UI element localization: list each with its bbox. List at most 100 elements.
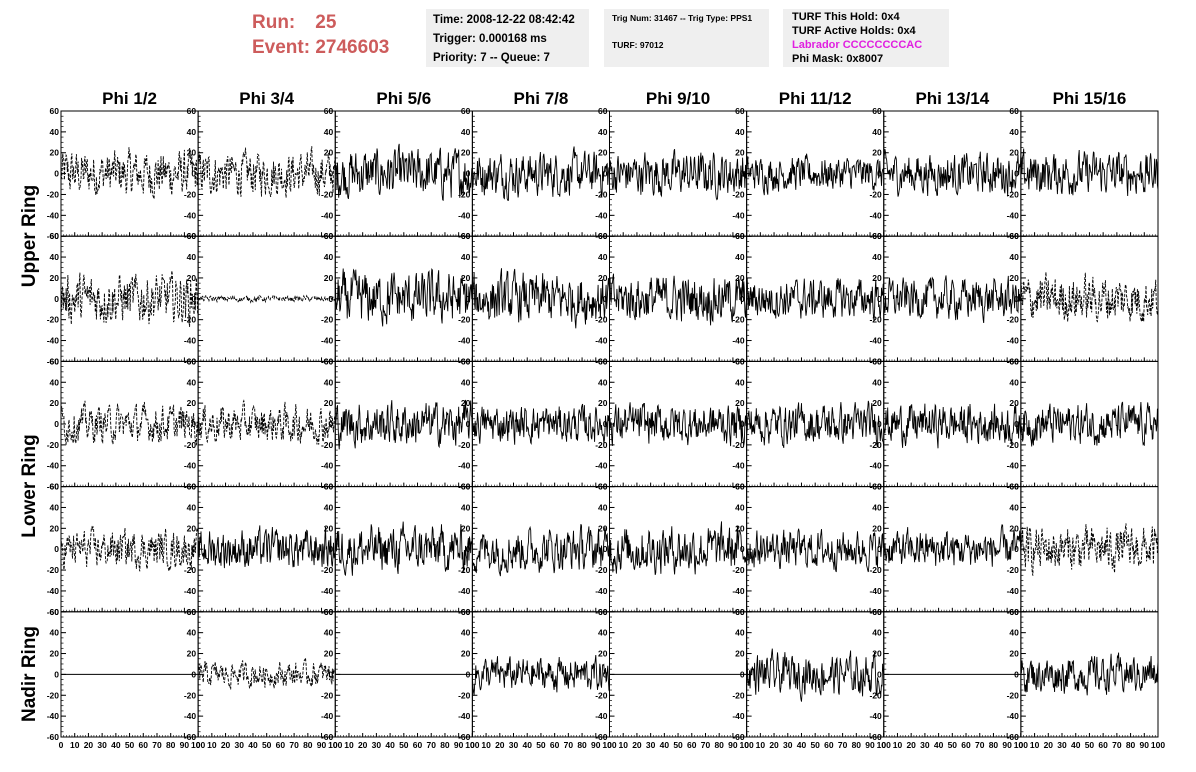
y-tick-label: 0 xyxy=(466,419,471,429)
x-tick-label: 0 xyxy=(744,740,749,750)
y-tick-label: 20 xyxy=(1009,273,1019,283)
priority-text: Priority: 7 -- Queue: 7 xyxy=(433,52,550,64)
y-tick-label: -20 xyxy=(1007,189,1020,199)
y-tick-label: 20 xyxy=(461,273,471,283)
y-tick-label: -40 xyxy=(1007,461,1020,471)
x-tick-label: 10 xyxy=(344,740,354,750)
x-tick-label: 70 xyxy=(838,740,848,750)
waveform-trace xyxy=(883,403,1022,449)
x-tick-label: 60 xyxy=(276,740,286,750)
x-tick-label: 50 xyxy=(1085,740,1095,750)
waveform-trace xyxy=(883,275,1022,324)
y-tick-label: -40 xyxy=(869,461,882,471)
y-tick-label: 20 xyxy=(735,523,745,533)
x-tick-label: 100 xyxy=(465,740,479,750)
y-tick-label: 0 xyxy=(877,419,882,429)
x-tick-label: 70 xyxy=(427,740,437,750)
y-tick-label: -20 xyxy=(595,315,608,325)
x-tick-label: 100 xyxy=(740,740,754,750)
y-tick-label: -20 xyxy=(869,189,882,199)
y-tick-label: 60 xyxy=(872,356,882,366)
y-tick-label: -60 xyxy=(869,732,882,742)
y-tick-label: 0 xyxy=(603,669,608,679)
y-tick-label: -40 xyxy=(595,210,608,220)
x-tick-label: 10 xyxy=(70,740,80,750)
waveform-trace xyxy=(472,403,610,445)
y-tick-label-left: 40 xyxy=(50,252,60,262)
x-tick-label: 30 xyxy=(509,740,519,750)
x-tick-label: 10 xyxy=(1030,740,1040,750)
y-tick-label: -60 xyxy=(595,732,608,742)
y-tick-label: 0 xyxy=(1014,294,1019,304)
y-tick-label: 60 xyxy=(187,356,197,366)
y-tick-label: -20 xyxy=(321,565,334,575)
waveform-trace xyxy=(334,399,473,450)
waveform-trace xyxy=(609,273,748,326)
y-tick-label-left: -60 xyxy=(47,356,60,366)
y-tick-label: 0 xyxy=(466,669,471,679)
y-tick-label: 40 xyxy=(461,377,471,387)
waveform-trace xyxy=(60,270,199,327)
y-tick-label: 60 xyxy=(872,482,882,492)
y-tick-label: 20 xyxy=(1009,649,1019,659)
y-tick-label: -20 xyxy=(321,440,334,450)
x-tick-label: 0 xyxy=(881,740,886,750)
waveform-trace xyxy=(197,146,336,198)
y-tick-label-left: 60 xyxy=(50,231,60,241)
y-tick-label: -40 xyxy=(458,586,471,596)
y-tick-label: 60 xyxy=(187,482,197,492)
x-tick-label: 10 xyxy=(481,740,491,750)
y-tick-label-left: 60 xyxy=(50,356,60,366)
y-tick-label: 0 xyxy=(740,544,745,554)
waveform-trace xyxy=(334,143,473,201)
waveform-trace xyxy=(746,648,885,702)
y-tick-label-left: 20 xyxy=(50,148,60,158)
y-tick-label: 60 xyxy=(461,231,471,241)
y-tick-label: 0 xyxy=(603,169,608,179)
x-tick-label: 70 xyxy=(564,740,574,750)
x-tick-label: 90 xyxy=(1140,740,1150,750)
waveform-trace xyxy=(746,277,885,321)
run-line: Run: 25 xyxy=(252,10,389,35)
y-tick-label: 40 xyxy=(735,628,745,638)
y-tick-label: -20 xyxy=(458,440,471,450)
waveform-trace xyxy=(746,528,885,573)
x-tick-label: 30 xyxy=(646,740,656,750)
phi-mask-text: Phi Mask: 0x8007 xyxy=(792,53,884,65)
y-tick-label: 40 xyxy=(735,252,745,262)
x-tick-label: 0 xyxy=(59,740,64,750)
column-header-1: Phi 1/2 xyxy=(102,89,157,108)
y-tick-label: 40 xyxy=(1009,628,1019,638)
y-tick-label: -40 xyxy=(458,336,471,346)
y-tick-label: 60 xyxy=(461,482,471,492)
y-tick-label: -20 xyxy=(321,189,334,199)
y-tick-label-left: 0 xyxy=(54,544,59,554)
x-tick-label: 30 xyxy=(920,740,930,750)
y-tick-label: 0 xyxy=(329,544,334,554)
time-text: Time: 2008-12-22 08:42:42 xyxy=(433,14,575,26)
y-tick-label-left: 0 xyxy=(54,669,59,679)
y-tick-label: 0 xyxy=(191,669,196,679)
y-tick-label: 0 xyxy=(191,294,196,304)
y-tick-label: -40 xyxy=(321,461,334,471)
y-tick-label: 0 xyxy=(191,169,196,179)
y-tick-label: -60 xyxy=(1007,732,1020,742)
waveform-trace xyxy=(60,400,199,446)
y-tick-label-left: -40 xyxy=(47,461,60,471)
y-tick-label: 0 xyxy=(603,294,608,304)
run-value: 25 xyxy=(315,12,337,33)
y-tick-label: 60 xyxy=(187,231,197,241)
x-tick-label: 100 xyxy=(1014,740,1028,750)
y-tick-label: 40 xyxy=(324,502,334,512)
y-tick-label: 0 xyxy=(191,419,196,429)
y-tick-label: 60 xyxy=(735,356,745,366)
y-tick-label: -20 xyxy=(595,189,608,199)
x-tick-label: 50 xyxy=(948,740,958,750)
y-tick-label-left: -60 xyxy=(47,607,60,617)
x-tick-label: 20 xyxy=(495,740,505,750)
y-tick-label: -20 xyxy=(184,690,197,700)
y-tick-label: 20 xyxy=(187,273,197,283)
y-tick-label: -20 xyxy=(1007,440,1020,450)
y-tick-label: 0 xyxy=(877,169,882,179)
